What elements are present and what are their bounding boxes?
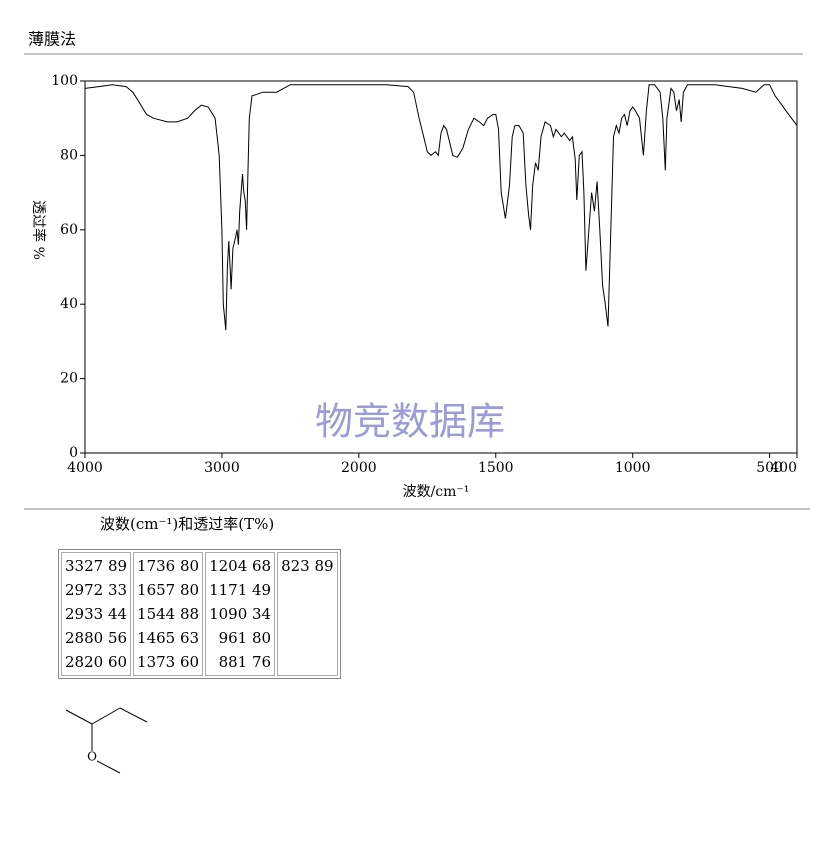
y-tick-label: 100 [51, 73, 78, 89]
table-cell: 1657 80 [137, 581, 200, 599]
table-cell: 2820 60 [65, 653, 128, 671]
table-cell: 1373 60 [137, 653, 200, 671]
y-tick-label: 40 [60, 296, 78, 312]
structure [65, 707, 148, 774]
table-cell: 881 76 [218, 653, 272, 671]
table-cell: 2972 33 [65, 581, 128, 599]
x-tick-label: 1000 [615, 460, 651, 476]
table-column: 1204 68 1171 49 1090 34 961 80 881 76 [205, 552, 276, 676]
x-axis-label: 波数/cm⁻¹ [403, 484, 470, 500]
table-cell: 1736 80 [137, 557, 200, 575]
peak-table: 3327 89 2972 33 2933 44 2880 56 2820 60 1736 … [58, 549, 341, 679]
table-cell: 1204 68 [209, 557, 272, 575]
page-title: 薄膜法 [28, 30, 76, 49]
table-cell: 2933 44 [65, 605, 128, 623]
table-cell: 3327 89 [65, 557, 128, 575]
table-caption: 波数(cm⁻¹)和透过率(T%) [100, 515, 275, 533]
table-column: 1736 80 1657 80 1544 88 1465 63 1373 60 [133, 552, 204, 676]
y-tick-label: 80 [60, 147, 78, 163]
y-tick-label: 20 [60, 371, 78, 387]
table-cell: 961 80 [218, 629, 272, 647]
table-cell: 1544 88 [137, 605, 200, 623]
plot-frame [84, 80, 798, 454]
x-tick-label: 400 [770, 460, 797, 476]
table-cell: 1171 49 [209, 581, 272, 599]
table-cell: 1465 63 [137, 629, 200, 647]
spectrum-line [84, 84, 798, 331]
y-tick-label: 60 [60, 222, 78, 238]
table-column: 3327 89 2972 33 2933 44 2880 56 2820 60 [61, 552, 132, 676]
table-cell: 823 89 [281, 557, 334, 575]
table-column: 823 89 [277, 552, 338, 676]
table-cell: 2880 56 [65, 629, 128, 647]
x-tick-label: 1500 [478, 460, 514, 476]
x-tick-label: 2000 [341, 460, 377, 476]
atom-label: O [87, 750, 97, 764]
x-tick-label: 500 [756, 460, 783, 476]
x-tick-label: 4000 [67, 460, 103, 476]
table-cell: 1090 34 [209, 605, 272, 623]
y-tick-label: 0 [69, 445, 78, 461]
watermark: 物竞数据库 [315, 400, 505, 444]
y-axis-label: 透过率 % [30, 200, 47, 260]
x-tick-label: 3000 [204, 460, 240, 476]
